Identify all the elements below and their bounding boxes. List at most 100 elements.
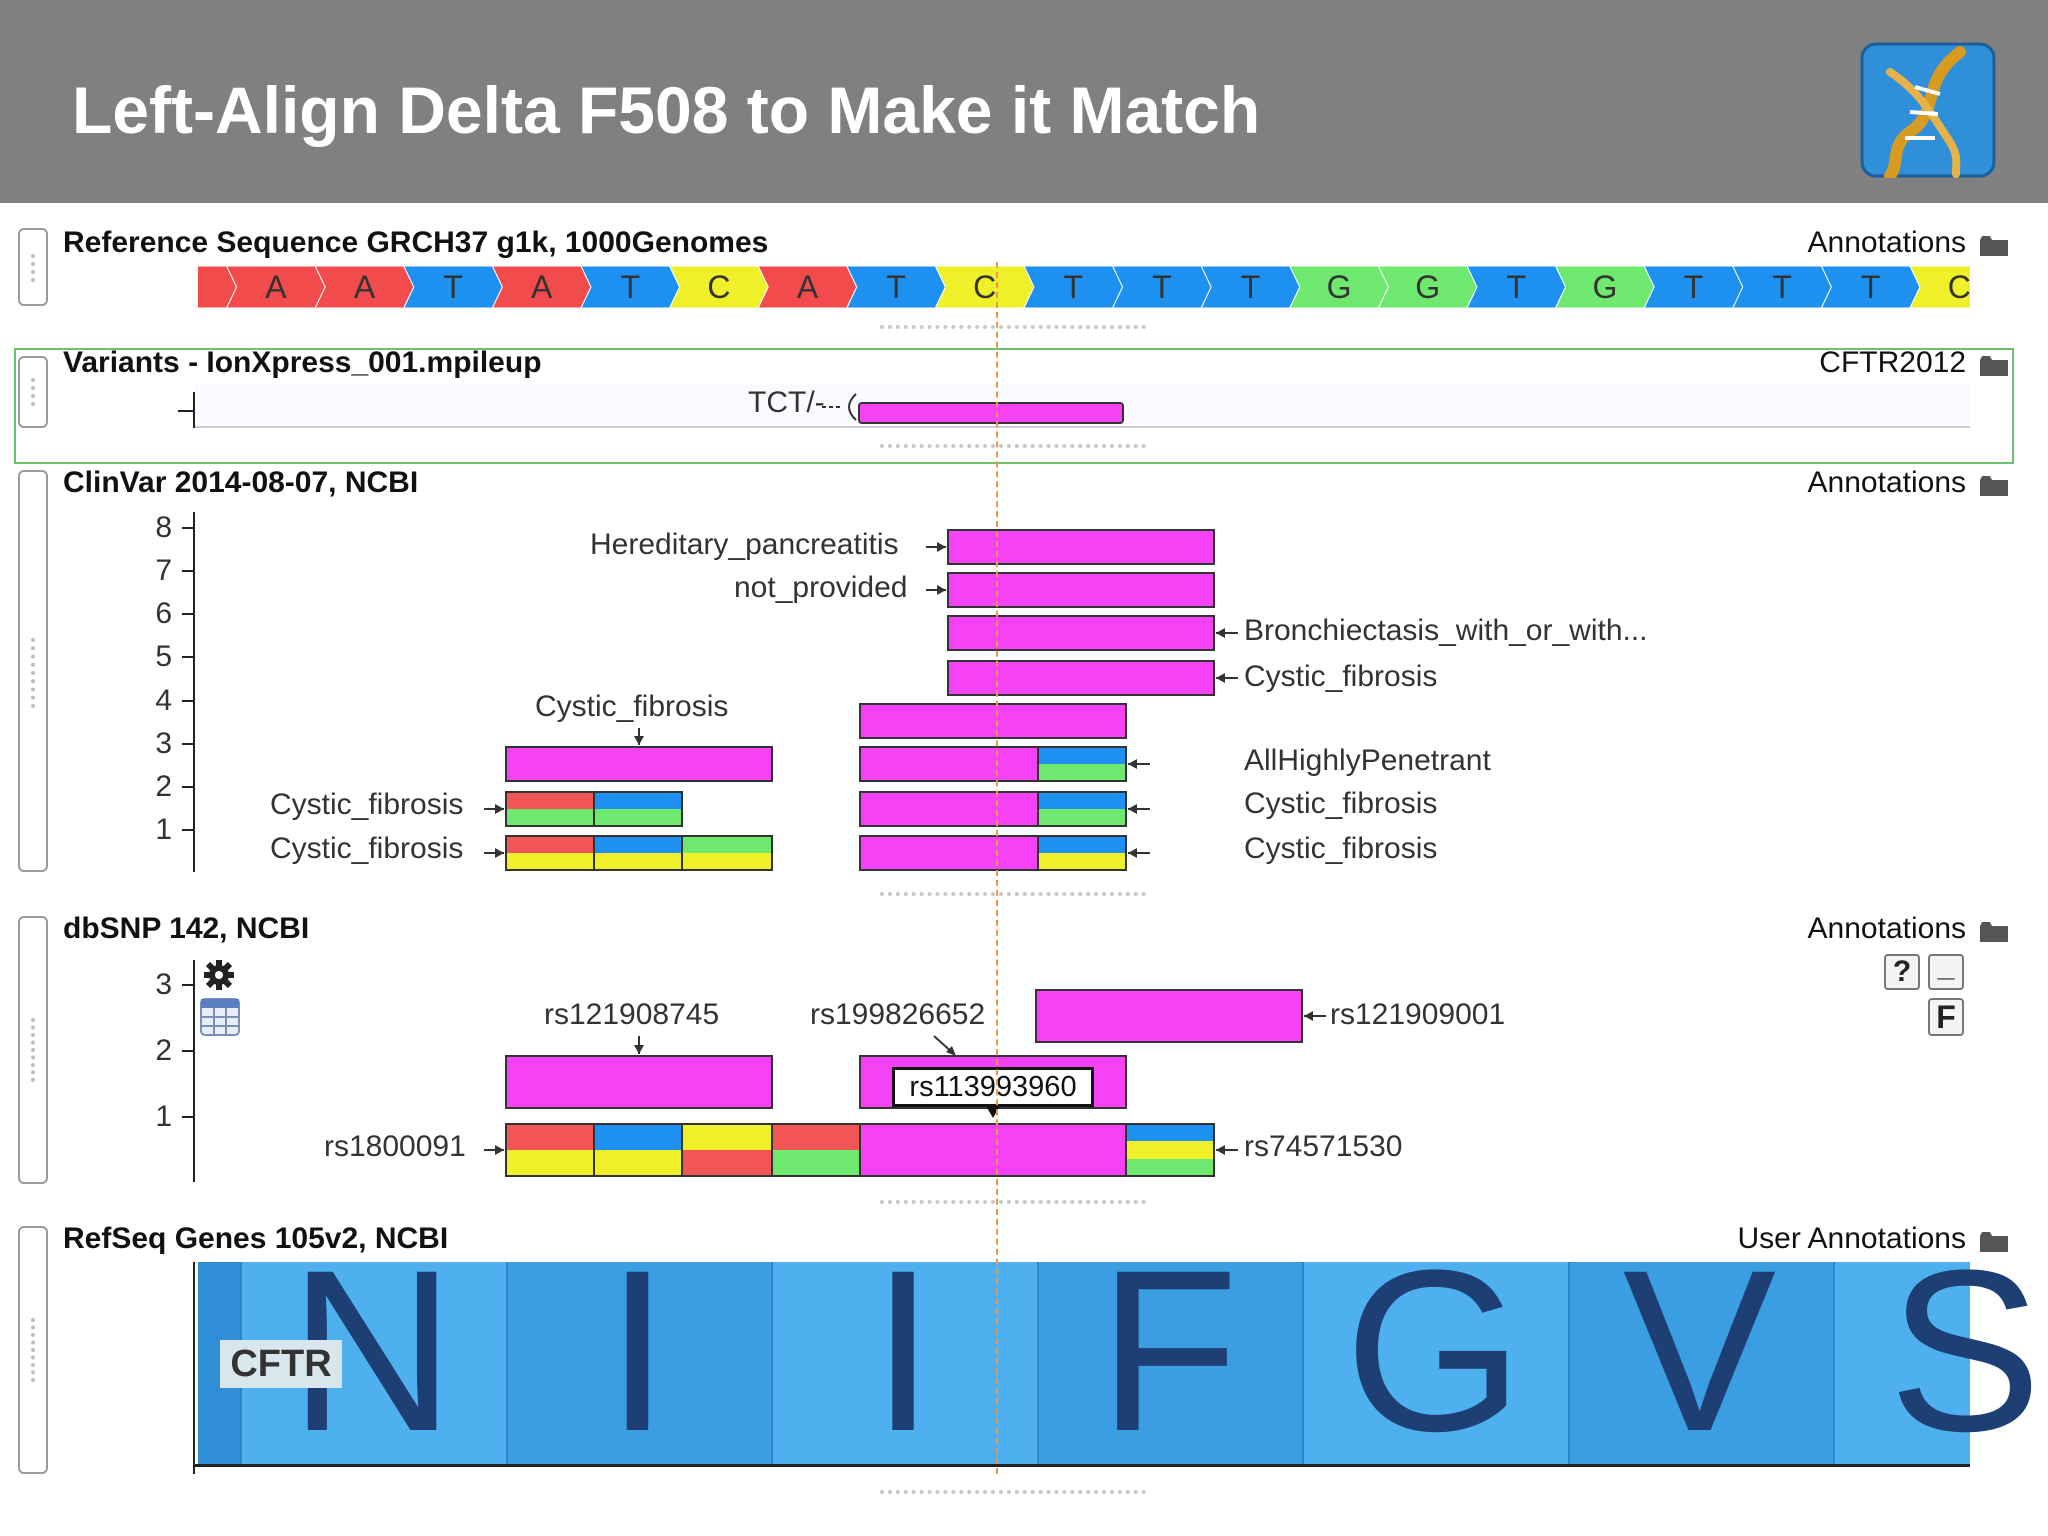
reference-base-letter: T <box>1861 269 1881 305</box>
clinvar-feature-cf-row2-a-bottom <box>506 809 594 826</box>
clinvar-features[interactable] <box>182 506 1970 872</box>
clinvar-feature-all-highly-allele-outline <box>1037 746 1127 782</box>
variants-track-handle[interactable] <box>18 356 48 428</box>
folder-icon[interactable] <box>1980 922 2008 942</box>
clinvar-feature-cf-row2-b-bottom <box>594 809 682 826</box>
amino-acid-cell <box>1036 1262 1303 1464</box>
reference-base-letter: A <box>531 269 553 305</box>
refseq-gene-band[interactable] <box>198 1262 1970 1464</box>
clinvar-arrow-head <box>495 804 504 814</box>
clinvar-feature-cf-row1-right-allele-outline <box>1037 835 1127 871</box>
clinvar-track-annotations-label[interactable]: Annotations <box>1807 466 1966 499</box>
dbsnp-label-rs199826652: rs199826652 <box>810 998 986 1031</box>
clinvar-y-tick-7: 7 <box>155 554 172 587</box>
clinvar-label-hereditary-pancreatitis: Hereditary_pancreatitis <box>590 528 899 561</box>
reference-base-letter: G <box>1327 269 1352 305</box>
amino-acid-letter: I <box>605 1222 670 1479</box>
clinvar-label-bronchiectasis: Bronchiectasis_with_or_with... <box>1244 614 1648 647</box>
clinvar-y-tick-5: 5 <box>155 640 172 673</box>
variants-track-frame <box>14 348 2014 464</box>
folder-icon[interactable] <box>1980 1232 2008 1252</box>
amino-acid-letter: V <box>1622 1222 1777 1479</box>
reference-base <box>1112 266 1212 308</box>
amino-acid-letter: S <box>1888 1222 2042 1479</box>
dna-helix-logo-icon <box>1860 42 1996 178</box>
minimize-button[interactable]: _ <box>1928 952 1964 990</box>
clinvar-feature-cf-top-left <box>505 746 773 782</box>
reference-base-letter: T <box>886 269 906 305</box>
clinvar-feature-cf-row1-b-top <box>594 836 682 853</box>
clinvar-arrow-head <box>937 542 946 552</box>
clinvar-feature-hereditary <box>947 529 1215 565</box>
variants-track-resize-handle[interactable] <box>880 444 1146 452</box>
reference-base <box>934 266 1035 308</box>
clinvar-arrow-head <box>937 585 946 595</box>
reference-base-letter: T <box>1064 269 1084 305</box>
dbsnp-track-title: dbSNP 142, NCBI <box>63 912 310 945</box>
clinvar-track-resize-handle[interactable] <box>880 892 1146 900</box>
reference-base <box>1555 266 1655 308</box>
reference-base-letter: A <box>797 269 819 305</box>
refseq-track-handle[interactable] <box>18 1226 48 1474</box>
reference-base-letter: T <box>443 269 463 305</box>
dbsnp-label-rs121909001: rs121909001 <box>1330 998 1506 1031</box>
clinvar-track-handle[interactable] <box>18 470 48 872</box>
clinvar-label-cystic-fibrosis-row5: Cystic_fibrosis <box>1244 660 1438 693</box>
clinvar-feature-cf-row2-right-allele-bottom <box>1038 809 1126 826</box>
reference-base-letter: T <box>1152 269 1172 305</box>
table-icon[interactable] <box>200 998 240 1036</box>
clinvar-label-cystic-fibrosis-row1-left: Cystic_fibrosis <box>270 832 464 865</box>
clinvar-y-axis <box>193 512 195 872</box>
dbsnp-feature-rs74571530-outline <box>1125 1123 1215 1177</box>
gear-icon[interactable] <box>202 958 236 992</box>
dbsnp-feature-rs74571530-top <box>1126 1124 1214 1141</box>
reference-track-resize-handle[interactable] <box>880 325 1146 333</box>
reference-track-title: Reference Sequence GRCH37 g1k, 1000Genom… <box>63 226 769 259</box>
dbsnp-feature-rs121909001 <box>1035 989 1303 1043</box>
dbsnp-feature-rs1800091-c-top <box>682 1124 772 1150</box>
refseq-track-resize-handle[interactable] <box>880 1490 1146 1498</box>
clinvar-label-cystic-fibrosis-row1-right: Cystic_fibrosis <box>1244 832 1438 865</box>
clinvar-y-tick-3: 3 <box>155 727 172 760</box>
clinvar-y-tick-1: 1 <box>155 813 172 846</box>
dbsnp-feature-rs74571530-mid <box>1126 1141 1214 1159</box>
clinvar-feature-cf-row1-c-top <box>682 836 772 853</box>
clinvar-feature-cf-row2-right-allele-top <box>1038 792 1126 809</box>
folder-icon[interactable] <box>1980 236 2008 256</box>
filter-button[interactable]: F <box>1928 998 1964 1036</box>
clinvar-track-title: ClinVar 2014-08-07, NCBI <box>63 466 419 499</box>
clinvar-feature-cf-row2-b-outline <box>593 791 683 827</box>
dbsnp-feature-rs1800091-a-bottom <box>506 1150 594 1176</box>
dbsnp-feature-rs1800091-b-bottom <box>594 1150 682 1176</box>
clinvar-feature-cf-row1-right-allele-bottom <box>1038 853 1126 870</box>
reference-base-letter: T <box>1772 269 1792 305</box>
dbsnp-track-resize-handle[interactable] <box>880 1200 1146 1208</box>
clinvar-y-tick-2: 2 <box>155 770 172 803</box>
variant-deletion-bar[interactable] <box>858 402 1124 424</box>
reference-base-letter: C <box>1948 269 1970 305</box>
dbsnp-feature-rs1800091-a-top <box>506 1124 594 1150</box>
dbsnp-track-handle[interactable] <box>18 916 48 1184</box>
variants-track-source-label[interactable]: CFTR2012 <box>1819 346 1966 379</box>
cftr-gene-label[interactable]: CFTR <box>220 1340 342 1388</box>
clinvar-arrow-head <box>495 848 504 858</box>
reference-base-letter: A <box>265 269 287 305</box>
clinvar-feature-not-provided <box>947 572 1215 608</box>
reference-base <box>403 266 503 308</box>
reference-track-handle[interactable] <box>18 228 48 306</box>
folder-icon[interactable] <box>1980 476 2008 496</box>
clinvar-feature-cf-row1-right-allele-top <box>1038 836 1126 853</box>
folder-icon[interactable] <box>1980 356 2008 376</box>
help-button[interactable]: ? <box>1884 954 1920 990</box>
clinvar-y-tick-4: 4 <box>155 684 172 717</box>
reference-base <box>198 266 238 308</box>
dbsnp-label-rs1800091: rs1800091 <box>324 1130 466 1163</box>
dbsnp-arrow-head <box>495 1145 504 1155</box>
clinvar-y-tick-8: 8 <box>155 511 172 544</box>
clinvar-feature-cf-row1-right <box>859 835 1039 871</box>
refseq-track-annotations-label[interactable]: User Annotations <box>1737 1222 1966 1255</box>
reference-track-annotations-label[interactable]: Annotations <box>1807 226 1966 259</box>
refseq-y-axis <box>193 1262 195 1474</box>
reference-base <box>757 266 858 308</box>
dbsnp-track-annotations-label[interactable]: Annotations <box>1807 912 1966 945</box>
